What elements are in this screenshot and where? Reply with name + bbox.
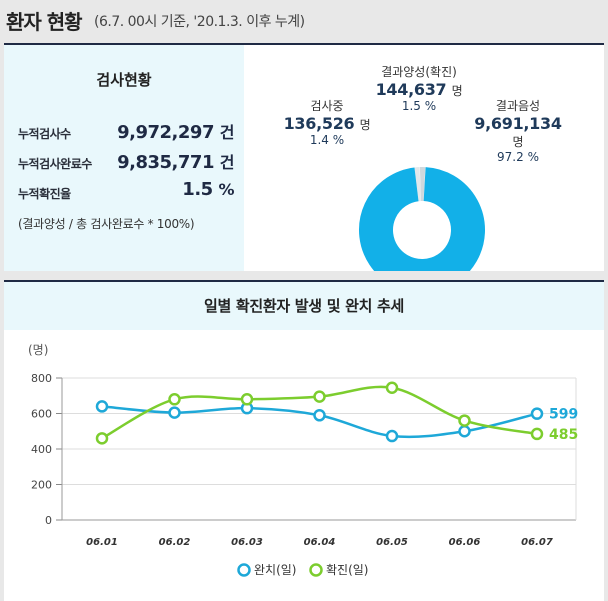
series-recovered-point — [530, 407, 544, 420]
y-tick-label: 600 — [31, 408, 52, 421]
line-chart: (명) 0 200 400 600 800 06.01 06.02 06.03 06.04 06.0… — [28, 343, 578, 577]
series-confirmed-point — [385, 381, 399, 395]
series-confirmed-point — [95, 432, 109, 445]
stat-label: 누적검사수 — [18, 127, 71, 141]
pie-label-negative: 결과음성 9,691,134 명 97.2 % — [474, 99, 562, 164]
series-confirmed-point — [168, 393, 181, 406]
legend-label: 확진(일) — [326, 563, 368, 577]
stat-value: 9,972,297 건 — [117, 122, 234, 143]
pie-label-testing: 검사중 136,526 명 1.4 % — [283, 99, 371, 147]
y-tick-label: 800 — [31, 372, 52, 385]
y-tick-label: 200 — [31, 479, 52, 492]
series-confirmed-point — [530, 427, 544, 441]
page-header: 환자 현황 (6.7. 00시 기준, '20.1.3. 이후 누계) — [0, 0, 608, 40]
test-stats-heading: 검사현황 — [96, 71, 152, 89]
y-tick-label: 400 — [31, 443, 52, 456]
test-stats-box: 검사현황 누적검사수 9,972,297 건 누적검사완료수 9,835,771… — [4, 45, 244, 271]
test-result-pie: 검사중 136,526 명 1.4 % 결과양성(확진) 144,637 명 1… — [244, 45, 604, 293]
x-tick-label: 06.02 — [159, 537, 191, 548]
series-confirmed-end-label: 485 — [549, 427, 578, 443]
x-tick-label: 06.05 — [376, 537, 408, 548]
page-title: 환자 현황 — [6, 10, 83, 34]
series-recovered-point — [458, 425, 471, 438]
x-tick-label: 06.07 — [521, 537, 553, 548]
stat-label: 누적검사완료수 — [18, 157, 92, 171]
y-tick-label: 0 — [45, 514, 52, 527]
legend-marker — [237, 563, 251, 577]
x-tick-label: 06.01 — [86, 537, 118, 548]
stat-value: 9,835,771 건 — [117, 152, 234, 173]
test-status-panel: 검사현황 누적검사수 9,972,297 건 누적검사완료수 9,835,771… — [4, 43, 604, 293]
legend-label: 완치(일) — [254, 563, 296, 577]
x-tick-label: 06.03 — [231, 537, 263, 548]
y-axis-label: (명) — [28, 343, 48, 357]
series-recovered-point — [168, 406, 181, 419]
series-recovered-point — [385, 429, 399, 443]
series-recovered-point — [95, 400, 109, 413]
pie-label-positive: 결과양성(확진) 144,637 명 1.5 % — [375, 65, 463, 113]
stat-label: 누적확진율 — [18, 187, 71, 201]
stat-row-completed-tests: 누적검사완료수 9,835,771 건 — [18, 149, 240, 175]
legend-marker — [309, 563, 323, 577]
page-subtitle: (6.7. 00시 기준, '20.1.3. 이후 누계) — [94, 14, 305, 30]
daily-trend-panel: 일별 확진환자 발생 및 완치 추세 (명) 0 200 400 600 800 06.01… — [4, 280, 604, 601]
stat-row-positive-rate: 누적확진율 1.5 % — [18, 179, 240, 205]
series-confirmed-point — [313, 390, 326, 403]
series-recovered-point — [313, 409, 326, 422]
x-tick-label: 06.04 — [304, 537, 336, 548]
stat-note: (결과양성 / 총 검사완료수 * 100%) — [18, 217, 195, 231]
stat-row-total-tests: 누적검사수 9,972,297 건 — [18, 119, 240, 145]
series-confirmed-point — [458, 414, 471, 427]
series-recovered-end-label: 599 — [549, 407, 578, 423]
stat-value: 1.5 % — [182, 179, 234, 200]
series-confirmed-point — [240, 393, 254, 406]
x-tick-label: 06.06 — [449, 537, 481, 548]
chart-title: 일별 확진환자 발생 및 완치 추세 — [4, 282, 604, 330]
